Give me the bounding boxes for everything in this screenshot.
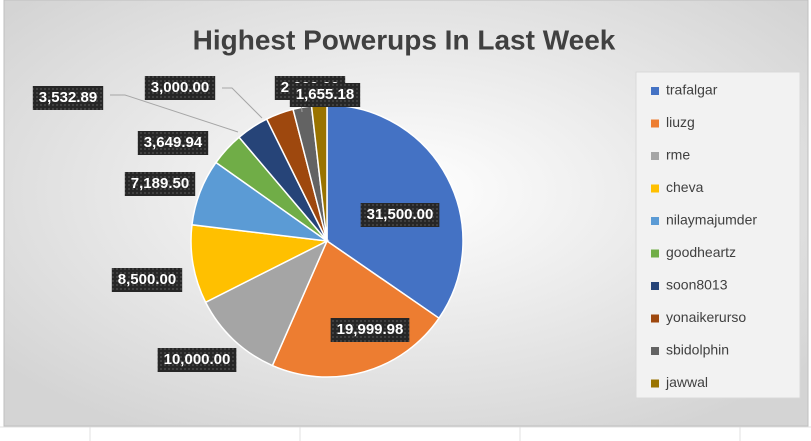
legend-label: rme xyxy=(666,147,690,163)
leader-line xyxy=(110,94,239,133)
pie-slice xyxy=(271,239,441,378)
value-label: 3,649.94 xyxy=(144,134,203,151)
pie-slice xyxy=(190,223,330,304)
legend-label: soon8013 xyxy=(666,277,728,293)
legend-swatch xyxy=(651,184,659,193)
leader-line xyxy=(222,87,263,119)
value-label-box xyxy=(137,131,209,155)
value-label-box xyxy=(124,172,196,196)
legend-label: nilaymajumder xyxy=(666,212,757,228)
chart-title: Highest Powerups In Last Week xyxy=(193,24,616,55)
value-label-box xyxy=(360,203,440,227)
legend-label: liuzg xyxy=(666,114,695,130)
legend-swatch xyxy=(651,119,659,128)
value-label: 7,189.50 xyxy=(131,175,189,192)
value-label: 3,000.00 xyxy=(151,79,209,96)
value-label: 8,500.00 xyxy=(118,271,176,288)
legend-swatch xyxy=(651,379,659,388)
value-label: 31,500.00 xyxy=(367,206,434,223)
legend-label: goodheartz xyxy=(666,244,736,260)
legend-swatch xyxy=(651,87,659,95)
value-label: 19,999.98 xyxy=(337,321,404,338)
legend-box xyxy=(635,71,801,399)
legend-swatch xyxy=(651,347,659,355)
pie-slice xyxy=(204,239,329,367)
legend-swatch xyxy=(651,152,659,160)
value-label-box xyxy=(144,76,216,100)
value-label-box xyxy=(157,348,237,372)
legend-label: sbidolphin xyxy=(666,342,729,358)
value-label-box xyxy=(111,268,183,292)
value-label: 3,532.89 xyxy=(39,89,97,106)
value-label-box xyxy=(289,83,361,107)
value-label-box xyxy=(330,318,410,342)
legend-swatch xyxy=(651,314,659,323)
legend-label: jawwal xyxy=(665,374,708,390)
value-label: 10,000.00 xyxy=(164,351,231,368)
legend-label: cheva xyxy=(666,179,704,195)
value-label: 1,655.18 xyxy=(296,86,354,103)
legend-swatch xyxy=(651,282,659,290)
legend-label: yonaikerurso xyxy=(666,309,746,325)
legend-swatch xyxy=(651,217,659,225)
legend-swatch xyxy=(651,249,659,258)
value-label-box xyxy=(32,86,104,110)
sheet-grid xyxy=(0,426,811,441)
legend-label: trafalgar xyxy=(666,82,718,98)
